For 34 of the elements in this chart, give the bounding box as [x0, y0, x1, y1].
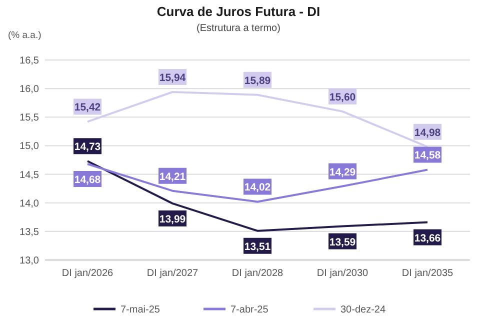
data-label: 14,68	[74, 174, 101, 186]
data-label: 13,59	[329, 236, 356, 248]
legend-label: 30-dez-24	[340, 304, 386, 316]
data-label: 15,42	[74, 102, 101, 114]
y-axis-title: (% a.a.)	[8, 30, 42, 41]
data-label: 14,29	[329, 166, 356, 178]
y-tick-label: 16,0	[20, 84, 40, 96]
data-label: 14,73	[74, 141, 101, 154]
x-tick-label: DI jan/2027	[146, 268, 199, 279]
data-label: 15,60	[329, 91, 356, 104]
y-tick-label: 14,0	[20, 198, 40, 210]
x-tick-label: DI jan/2035	[402, 268, 454, 279]
legend-label: 7-mai-25	[120, 304, 160, 316]
legend-label: 7-abr-25	[230, 304, 269, 316]
data-label: 13,51	[244, 240, 271, 253]
data-label: 13,66	[414, 232, 441, 244]
data-label: 15,89	[244, 74, 271, 87]
y-tick-label: 14,5	[20, 170, 40, 181]
x-tick-label: DI jan/2030	[316, 268, 369, 279]
data-label: 14,21	[159, 170, 186, 183]
chart-subtitle: (Estrutura a termo)	[196, 23, 280, 34]
x-tick-label: DI jan/2028	[232, 268, 284, 279]
y-tick-label: 15,0	[20, 141, 40, 152]
y-tick-label: 13,0	[20, 256, 40, 266]
data-label: 15,94	[159, 72, 186, 84]
y-tick-label: 13,5	[20, 226, 40, 238]
y-tick-label: 15,5	[20, 112, 40, 124]
y-tick-label: 16,5	[20, 56, 40, 66]
x-tick-label: DI jan/2026	[62, 268, 114, 279]
data-label: 14,02	[244, 182, 271, 194]
data-label: 13,99	[159, 213, 186, 226]
chart-title: Curva de Juros Futura - DI	[156, 4, 320, 19]
data-label: 14,98	[414, 126, 441, 139]
data-label: 14,58	[414, 150, 441, 162]
